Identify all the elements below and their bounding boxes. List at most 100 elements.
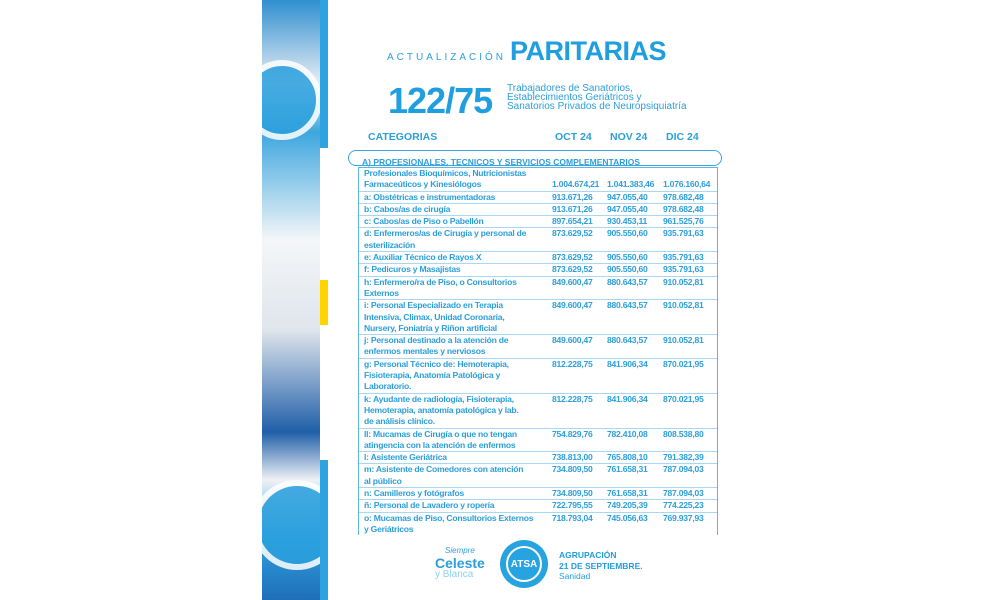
- value-dic: 870.021,95: [663, 358, 704, 369]
- value-oct: 873.629,52: [552, 264, 593, 275]
- value-nov: 905.550,60: [607, 264, 648, 275]
- atsa-seal-icon: [262, 480, 320, 570]
- agrupacion-label: AGRUPACIÓN 21 DE SEPTIEMBRE. Sanidad: [559, 550, 643, 581]
- category-label: Farmaceúticos y Kinesiólogos: [364, 179, 482, 190]
- category-label: ñ: Personal de Lavadero y ropería: [364, 500, 495, 511]
- value-nov: 761.658,31: [607, 464, 648, 475]
- value-dic: 808.538,80: [663, 428, 704, 439]
- table-row: ñ: Personal de Lavadero y ropería 722.795…: [359, 500, 717, 513]
- category-label: o: Mucamas de Piso, Consultorios Externo…: [364, 512, 534, 523]
- value-nov: 841.906,34: [607, 358, 648, 369]
- value-oct: 913.671,26: [552, 191, 593, 202]
- value-dic: 935.791,63: [663, 252, 704, 263]
- table-row: b: Cabos/as de cirugía 913.671,26 947.055,…: [359, 203, 717, 217]
- value-oct: 873.629,52: [552, 228, 593, 239]
- value-dic: 787.094,03: [663, 464, 704, 475]
- value-dic: 1.076.160,64: [663, 179, 711, 190]
- page-title: ACTUALIZACIÓN PARITARIAS: [387, 36, 667, 67]
- category-label: Externos: [364, 287, 399, 298]
- category-label: h: Enfermero/ra de Piso, o Consultorios: [364, 276, 517, 287]
- table-row: f: Pedicuros y Masajistas 873.629,52 905.5…: [359, 264, 717, 277]
- value-dic: 870.021,95: [663, 393, 704, 404]
- salary-table: Profesionales Bioquímicos, Nutricionista…: [358, 167, 718, 536]
- value-oct: 849.600,47: [552, 335, 593, 346]
- value-nov: 930.453,11: [607, 216, 648, 227]
- value-oct: 722.795,55: [552, 500, 593, 511]
- table-row: d: Enfermeros/as de Cirugía y personal d…: [359, 228, 717, 253]
- category-label: l: Asistente Geriátrica: [364, 452, 447, 463]
- atsa-logo: ATSA: [500, 540, 548, 588]
- category-label: k: Ayudante de radiología, Fisioterapia,: [364, 393, 514, 404]
- value-nov: 1.041.383,46: [607, 179, 655, 190]
- value-dic: 774.225,23: [663, 500, 704, 511]
- value-dic: 978.682,48: [663, 203, 704, 214]
- category-label: enfermos mentales y nerviosos: [364, 346, 486, 357]
- category-label: e: Auxiliar Técnico de Rayos X: [364, 252, 482, 263]
- subtitle-line: Trabajadores de Sanatorios,: [507, 83, 633, 94]
- decor-bar-yellow: [320, 280, 328, 325]
- category-label: i: Personal Especializado en Terapia: [364, 300, 503, 311]
- value-nov: 749.205,39: [607, 500, 648, 511]
- category-label: Nursery, Foniatría y Riñon artificial: [364, 322, 497, 333]
- category-label: d: Enfermeros/as de Cirugía y personal d…: [364, 228, 527, 239]
- category-label: a: Obstétricas e instrumentadoras: [364, 191, 496, 202]
- value-oct: 812.228,75: [552, 393, 593, 404]
- value-oct: 849.600,47: [552, 300, 593, 311]
- value-oct: 734.809,50: [552, 488, 593, 499]
- value-dic: 791.382,39: [663, 452, 704, 463]
- table-row: h: Enfermero/ra de Piso, o Consultorios E…: [359, 277, 717, 301]
- atsa-seal-icon: [262, 60, 320, 140]
- value-dic: 978.682,48: [663, 191, 704, 202]
- value-nov: 880.643,57: [607, 300, 648, 311]
- table-row: o: Mucamas de Piso, Consultorios Externo…: [359, 513, 717, 536]
- value-nov: 947.055,40: [607, 203, 648, 214]
- siempre-celeste-logo: Siempre Celeste y Blanca: [435, 546, 485, 580]
- value-oct: 738.813,00: [552, 452, 593, 463]
- category-label: g: Personal Técnico de: Hemoterapia,: [364, 358, 509, 369]
- value-dic: 910.052,81: [663, 276, 704, 287]
- category-label: esterilización: [364, 239, 415, 250]
- value-nov: 880.643,57: [607, 335, 648, 346]
- table-row: n: Camilleros y fotógrafos 734.809,50 761.…: [359, 488, 717, 501]
- value-dic: 910.052,81: [663, 335, 704, 346]
- category-label: al público: [364, 475, 402, 486]
- table-row: ll: Mucamas de Cirugía o que no tengan at…: [359, 429, 717, 453]
- value-nov: 761.658,31: [607, 488, 648, 499]
- table-row: e: Auxiliar Técnico de Rayos X 873.629,52…: [359, 252, 717, 265]
- category-label: c: Cabos/as de Piso o Pabellón: [364, 216, 484, 227]
- value-dic: 935.791,63: [663, 264, 704, 275]
- category-label: f: Pedicuros y Masajistas: [364, 264, 461, 275]
- table-row: j: Personal destinado a la atención de en…: [359, 335, 717, 359]
- value-dic: 935.791,63: [663, 228, 704, 239]
- table-row: Profesionales Bioquímicos, Nutricionista…: [359, 168, 717, 192]
- value-oct: 718.793,04: [552, 512, 593, 523]
- category-label: Laboratorio.: [364, 381, 412, 392]
- column-header-dic: DIC 24: [666, 131, 699, 143]
- category-label: de análisis clínico.: [364, 416, 435, 427]
- table-row: a: Obstétricas e instrumentadoras 913.671…: [359, 192, 717, 204]
- title-prefix: ACTUALIZACIÓN: [387, 52, 507, 63]
- subtitle: Trabajadores de Sanatorios, Establecimie…: [507, 83, 687, 112]
- value-oct: 754.829,76: [552, 428, 593, 439]
- value-nov: 880.643,57: [607, 276, 648, 287]
- table-row: g: Personal Técnico de: Hemoterapia, Fisi…: [359, 359, 717, 394]
- category-label: n: Camilleros y fotógrafos: [364, 488, 464, 499]
- value-oct: 897.654,21: [552, 216, 593, 227]
- value-oct: 849.600,47: [552, 276, 593, 287]
- value-oct: 734.809,50: [552, 464, 593, 475]
- category-label: y Geriátricos: [364, 523, 414, 534]
- value-nov: 905.550,60: [607, 228, 648, 239]
- value-dic: 787.094,03: [663, 488, 704, 499]
- category-label: Fisioterapia, Anatomía Patológica y: [364, 370, 501, 381]
- category-label: atingencia con la atención de enfermos: [364, 439, 516, 450]
- section-pill: [348, 150, 722, 166]
- value-oct: 873.629,52: [552, 252, 593, 263]
- category-label: Intensiva, Climax, Unidad Coronaria,: [364, 311, 505, 322]
- value-oct: 812.228,75: [552, 358, 593, 369]
- column-header-categorias: CATEGORIAS: [368, 131, 438, 143]
- table-row: i: Personal Especializado en Terapia Inte…: [359, 300, 717, 336]
- value-nov: 905.550,60: [607, 252, 648, 263]
- decor-bar-blue: [320, 460, 328, 600]
- value-nov: 947.055,40: [607, 191, 648, 202]
- value-dic: 769.937,93: [663, 512, 704, 523]
